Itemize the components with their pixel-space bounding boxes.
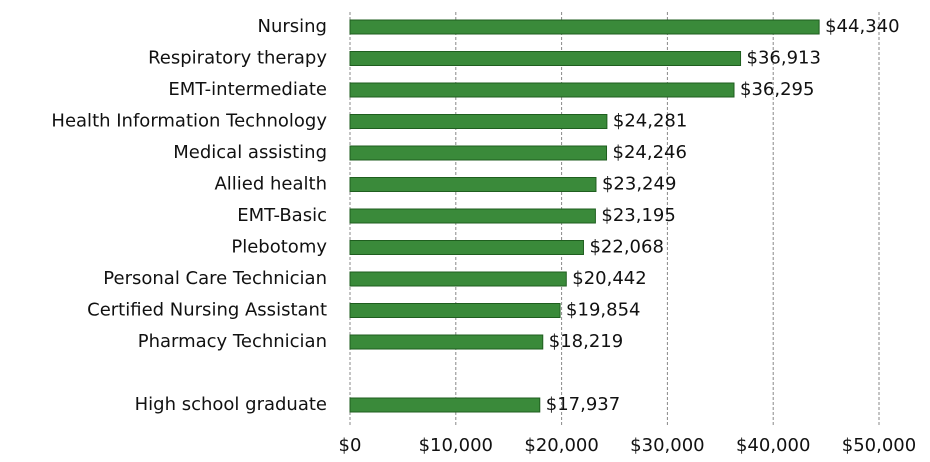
- value-label: $17,937: [546, 394, 620, 415]
- bar: [349, 334, 544, 350]
- bar: [349, 397, 541, 413]
- value-label: $44,340: [825, 16, 899, 37]
- value-label: $24,281: [613, 111, 687, 132]
- bar: [349, 114, 608, 129]
- bar: [349, 271, 567, 287]
- x-tick-label: $40,000: [736, 435, 810, 456]
- bar: [349, 19, 820, 35]
- y-tick-label: Respiratory therapy: [148, 48, 327, 69]
- x-tick-label: $10,000: [419, 435, 493, 456]
- y-tick-label: Pharmacy Technician: [138, 331, 327, 352]
- value-label: $24,246: [613, 142, 687, 163]
- bar: [349, 208, 596, 224]
- value-label: $20,442: [572, 268, 646, 289]
- value-label: $19,854: [566, 300, 640, 321]
- y-tick-label: Health Information Technology: [51, 111, 327, 132]
- y-tick-label: High school graduate: [135, 394, 327, 415]
- y-tick-label: Nursing: [258, 16, 328, 37]
- value-label: $23,195: [601, 205, 675, 226]
- y-tick-label: Medical assisting: [173, 142, 327, 163]
- value-label: $23,249: [602, 174, 676, 195]
- value-label: $36,295: [740, 79, 814, 100]
- y-tick-label: Plebotomy: [231, 237, 327, 258]
- value-label: $18,219: [549, 331, 623, 352]
- bar: [349, 145, 608, 161]
- bar: [349, 240, 584, 255]
- x-tick-label: $50,000: [842, 435, 916, 456]
- value-label: $36,913: [747, 48, 821, 69]
- x-tick-label: $20,000: [524, 435, 598, 456]
- y-tick-label: EMT-Basic: [237, 205, 327, 226]
- bar: [349, 177, 597, 192]
- bar: [349, 303, 561, 318]
- y-tick-label: Allied health: [214, 174, 327, 195]
- x-tick-label: $30,000: [630, 435, 704, 456]
- value-label: $22,068: [589, 237, 663, 258]
- bar: [349, 51, 742, 66]
- y-tick-label: EMT-intermediate: [168, 79, 327, 100]
- bar: [349, 82, 735, 98]
- x-tick-label: $0: [339, 435, 362, 456]
- y-tick-label: Personal Care Technician: [103, 268, 327, 289]
- y-tick-label: Certified Nursing Assistant: [87, 300, 327, 321]
